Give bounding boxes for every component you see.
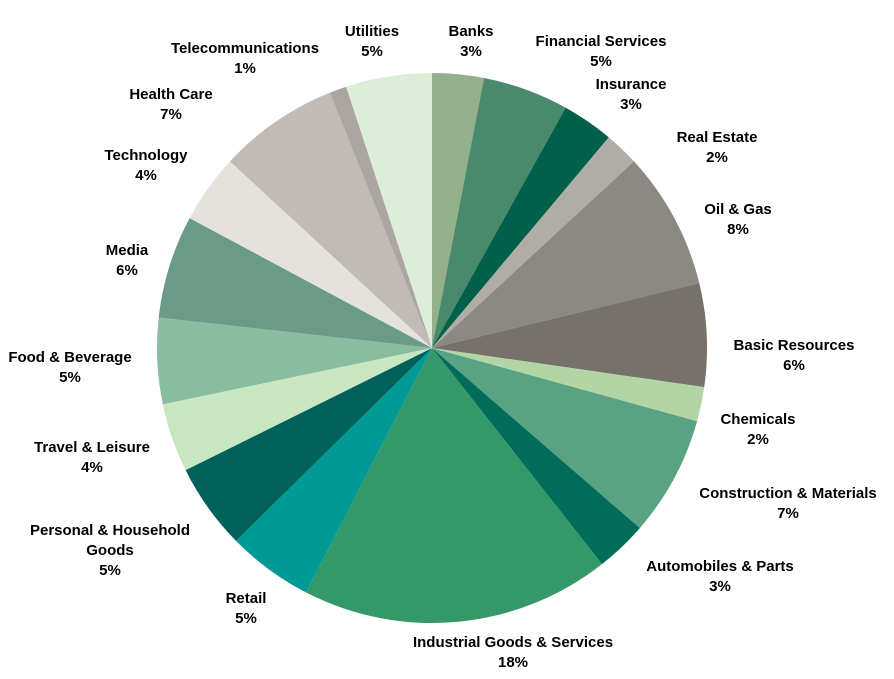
slice-basic-resources (432, 283, 707, 388)
label-health-care: Health Care 7% (129, 86, 212, 123)
category-name: Travel & Leisure (34, 439, 150, 456)
slice-media (158, 218, 432, 348)
percent-label: 7% (160, 106, 182, 123)
label-retail: Retail 5% (226, 590, 267, 627)
label-personal-and-household-goods: Personal & Household Goods 5% (30, 522, 190, 579)
slice-oil-and-gas (432, 161, 700, 348)
slice-telecommunications (329, 86, 432, 349)
percent-label: 3% (709, 578, 731, 595)
category-name: Telecommunications (171, 40, 319, 57)
percent-label: 8% (727, 221, 749, 238)
percent-label: 5% (590, 53, 612, 70)
label-automobiles-and-parts: Automobiles & Parts 3% (646, 558, 794, 595)
category-label: Telecommunications 1% (171, 40, 319, 77)
percent-label: 4% (135, 167, 157, 184)
category-name: Personal & Household (30, 522, 190, 539)
percent-label: 3% (460, 43, 482, 60)
category-name: Retail (226, 590, 267, 607)
slice-real-estate (432, 137, 635, 348)
label-food-and-beverage: Food & Beverage 5% (8, 349, 131, 386)
slice-chemicals (432, 348, 705, 422)
category-name: Basic Resources (734, 337, 855, 354)
category-name: Industrial Goods & Services (413, 634, 613, 651)
category-label: Health Care 7% (129, 86, 212, 123)
label-chemicals: Chemicals 2% (720, 411, 795, 448)
pie-slices (157, 73, 707, 623)
percent-label: 3% (620, 96, 642, 113)
category-name: Construction & Materials (699, 485, 877, 502)
slice-technology (189, 161, 432, 348)
label-telecommunications: Telecommunications 1% (171, 40, 319, 77)
category-label: Oil & Gas 8% (704, 201, 772, 238)
label-industrial-goods-and-services: Industrial Goods & Services 18% (413, 634, 613, 671)
percent-label: 7% (777, 505, 799, 522)
slice-insurance (432, 107, 609, 348)
category-label: Real Estate 2% (677, 129, 758, 166)
label-construction-and-materials: Construction & Materials 7% (699, 485, 877, 522)
category-name: Automobiles & Parts (646, 558, 794, 575)
percent-label: 1% (234, 60, 256, 77)
data-labels: Banks 3% Financial Services 5% Insurance 3% Re… (8, 23, 876, 671)
category-name: Real Estate (677, 129, 758, 146)
category-name: Chemicals (720, 411, 795, 428)
category-label: Automobiles & Parts 3% (646, 558, 794, 595)
category-label: Construction & Materials 7% (699, 485, 877, 522)
category-label: Retail 5% (226, 590, 267, 627)
category-name: Technology (104, 147, 188, 164)
label-real-estate: Real Estate 2% (677, 129, 758, 166)
percent-label: 5% (99, 562, 121, 579)
slice-industrial-goods-and-services (305, 348, 602, 623)
percent-label: 18% (498, 654, 528, 671)
category-name: Health Care (129, 86, 212, 103)
label-travel-and-leisure: Travel & Leisure 4% (34, 439, 150, 476)
category-label: Basic Resources 6% (734, 337, 855, 374)
category-label: Food & Beverage 5% (8, 349, 131, 386)
category-label: Technology 4% (104, 147, 188, 184)
category-name: Financial Services (536, 33, 667, 50)
slice-banks (432, 73, 485, 348)
category-label: Financial Services 5% (536, 33, 667, 70)
label-financial-services: Financial Services 5% (536, 33, 667, 70)
slice-retail (236, 348, 432, 593)
category-label: Utilities 5% (345, 23, 399, 60)
category-name: Food & Beverage (8, 349, 131, 366)
percent-label: 5% (235, 610, 257, 627)
category-label: Personal & Household Goods 5% (30, 522, 190, 579)
label-banks: Banks 3% (448, 23, 493, 60)
category-name: Insurance (596, 76, 667, 93)
percent-label: 2% (747, 431, 769, 448)
slice-utilities (346, 73, 432, 348)
percent-label: 2% (706, 149, 728, 166)
category-label: Media 6% (106, 242, 149, 279)
label-utilities: Utilities 5% (345, 23, 399, 60)
percent-label: 6% (116, 262, 138, 279)
category-name: Oil & Gas (704, 201, 772, 218)
percent-label: 5% (59, 369, 81, 386)
slice-financial-services (432, 77, 566, 348)
category-label: Travel & Leisure 4% (34, 439, 150, 476)
label-insurance: Insurance 3% (596, 76, 667, 113)
label-oil-and-gas: Oil & Gas 8% (704, 201, 772, 238)
slice-construction-and-materials (432, 348, 698, 529)
category-name: Utilities (345, 23, 399, 40)
percent-label: 5% (361, 43, 383, 60)
category-name: Media (106, 242, 149, 259)
slice-health-care (229, 92, 432, 348)
percent-label: 4% (81, 459, 103, 476)
category-name: Banks (448, 23, 493, 40)
percent-label: 6% (783, 357, 805, 374)
slice-personal-and-household-goods (185, 348, 432, 541)
label-media: Media 6% (106, 242, 149, 279)
category-label: Industrial Goods & Services 18% (413, 634, 613, 671)
category-label: Chemicals 2% (720, 411, 795, 448)
category-label: Insurance 3% (596, 76, 667, 113)
label-technology: Technology 4% (104, 147, 188, 184)
slice-travel-and-leisure (162, 348, 432, 471)
slice-food-and-beverage (157, 317, 432, 405)
label-basic-resources: Basic Resources 6% (734, 337, 855, 374)
category-label: Banks 3% (448, 23, 493, 60)
slice-automobiles-and-parts (432, 348, 640, 565)
category-name: Goods (86, 542, 134, 559)
